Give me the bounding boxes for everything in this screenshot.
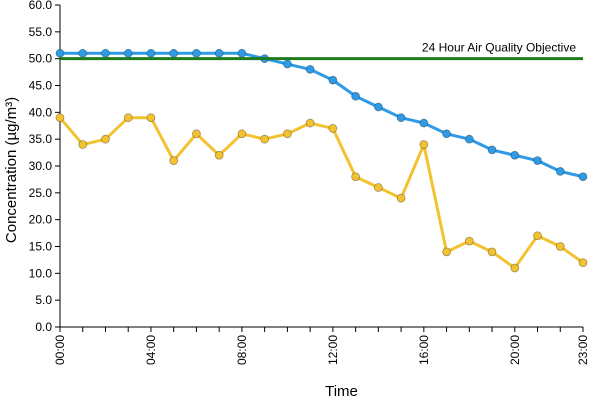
data-point xyxy=(169,156,179,166)
y-tick-label: 40.0 xyxy=(29,105,53,119)
data-point xyxy=(555,242,565,251)
x-tick-label: 16:00 xyxy=(417,335,431,365)
data-point xyxy=(192,129,201,139)
data-point xyxy=(169,48,179,58)
x-tick-label: 08:00 xyxy=(235,335,249,365)
data-point xyxy=(146,48,156,58)
data-point xyxy=(442,247,451,257)
data-point xyxy=(78,140,88,149)
y-tick-label: 10.0 xyxy=(29,266,53,280)
data-point xyxy=(101,134,110,144)
data-point xyxy=(396,113,406,123)
data-point xyxy=(237,48,247,58)
data-point xyxy=(464,134,474,144)
y-tick-label: 0.0 xyxy=(35,320,52,334)
data-point xyxy=(328,75,338,85)
x-tick-label: 12:00 xyxy=(326,335,340,365)
data-point xyxy=(419,118,429,128)
data-point xyxy=(487,247,497,257)
data-point xyxy=(533,231,542,241)
data-point xyxy=(487,145,497,155)
data-point xyxy=(123,48,133,58)
x-tick-label: 04:00 xyxy=(144,335,158,365)
data-point xyxy=(55,113,65,123)
data-point xyxy=(442,129,451,139)
data-point xyxy=(533,156,542,166)
data-point xyxy=(55,48,65,58)
data-point xyxy=(510,263,520,273)
y-tick-label: 50.0 xyxy=(29,52,53,66)
data-point xyxy=(351,91,361,101)
data-point xyxy=(78,48,88,58)
y-tick-label: 35.0 xyxy=(29,132,53,146)
x-tick-label: 23:00 xyxy=(576,335,590,365)
data-point xyxy=(555,166,565,176)
series-2 xyxy=(55,113,588,273)
y-tick-label: 55.0 xyxy=(29,25,53,39)
data-point xyxy=(464,236,474,246)
series-line xyxy=(60,51,584,179)
y-tick-label: 60.0 xyxy=(29,0,53,12)
y-tick-label: 5.0 xyxy=(35,293,52,307)
data-point xyxy=(305,65,315,74)
y-tick-label: 25.0 xyxy=(29,186,53,200)
y-axis-title: Concentration (µg/m³) xyxy=(3,97,20,243)
data-point xyxy=(578,172,588,182)
data-point xyxy=(510,150,520,160)
y-axis-ticks: 0.0 5.0 10.0 15.0 20.0 25.0 30.0 35.0 40.0 45.0 50… xyxy=(29,0,60,334)
series-layer xyxy=(55,48,588,273)
data-point xyxy=(396,193,406,203)
series-line xyxy=(58,116,584,270)
x-axis-title: Time xyxy=(325,383,358,400)
y-tick-label: 20.0 xyxy=(29,213,53,227)
series-1 xyxy=(55,48,588,182)
data-point xyxy=(282,129,292,139)
y-tick-label: 15.0 xyxy=(29,240,53,254)
x-tick-label: 20:00 xyxy=(508,335,522,365)
x-tick-label: 00:00 xyxy=(53,335,67,365)
data-point xyxy=(146,113,156,123)
data-point xyxy=(123,113,133,123)
data-point xyxy=(237,129,247,139)
y-tick-label: 45.0 xyxy=(29,79,53,93)
data-point xyxy=(373,183,383,192)
reference-line-label: 24 Hour Air Quality Objective xyxy=(422,41,576,55)
data-point xyxy=(419,140,429,149)
y-tick-label: 30.0 xyxy=(29,159,53,173)
data-point xyxy=(578,258,588,268)
data-point xyxy=(305,118,315,128)
data-point xyxy=(282,59,292,69)
data-point xyxy=(373,102,383,112)
data-point xyxy=(214,48,224,58)
x-axis-ticks: 00:00 04:00 08:00 12:00 16:00 20:00 23:00 xyxy=(53,327,590,365)
data-point xyxy=(101,48,110,58)
data-point xyxy=(260,134,270,144)
data-point xyxy=(328,124,338,133)
data-point xyxy=(214,150,224,160)
data-point xyxy=(351,172,361,182)
data-point xyxy=(192,48,201,58)
